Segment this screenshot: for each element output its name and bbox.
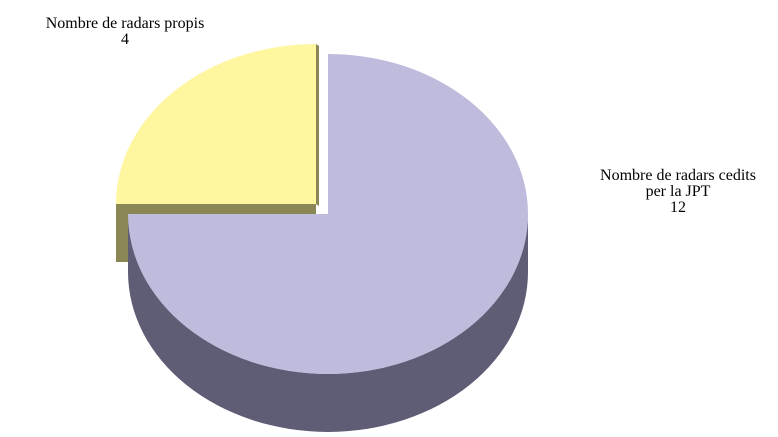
slice-edge-propis	[316, 44, 319, 206]
slice-label-propis-line-1: Nombre de radars propis	[45, 15, 205, 32]
slice-value-cedits: 12	[670, 199, 686, 216]
slice-label-cedits-line-2: per la JPT	[645, 183, 711, 200]
slice-value-propis: 4	[121, 31, 129, 48]
slice-label-cedits-line-1: Nombre de radars cedits	[600, 167, 756, 184]
slice-label-cedits: Nombre de radars cedits per la JPT 12	[578, 168, 778, 216]
slice-label-propis: Nombre de radars propis 4	[0, 16, 250, 48]
slice-top-cedits	[128, 54, 528, 374]
slice-top-propis	[116, 44, 316, 204]
slice-side-cedits	[128, 214, 528, 432]
